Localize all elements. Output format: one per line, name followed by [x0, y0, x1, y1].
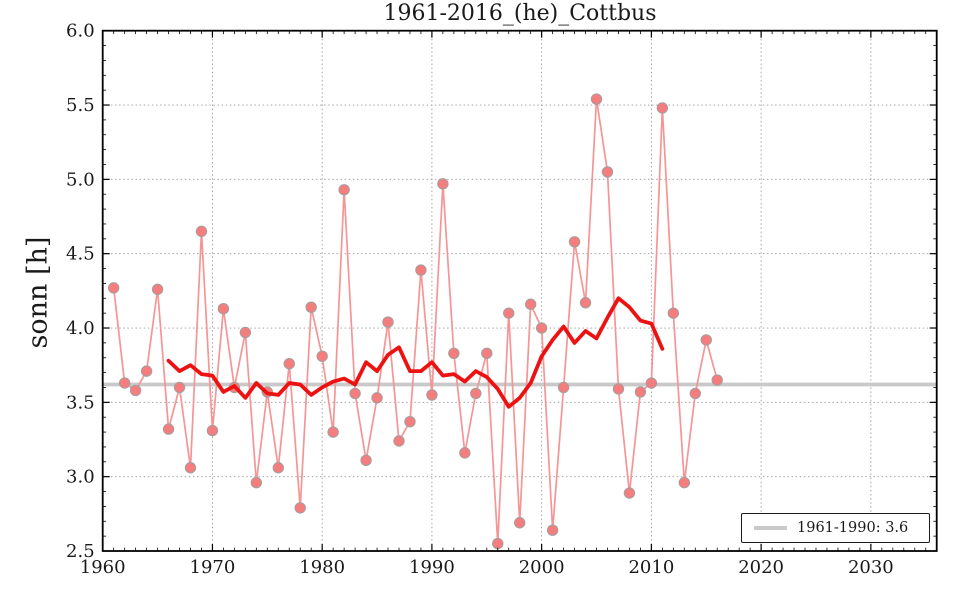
data-point: [129, 384, 142, 397]
y-tick-label: 2.5: [66, 541, 95, 562]
x-tick-label: 1960: [80, 557, 126, 578]
data-point: [283, 357, 295, 370]
data-point: [294, 502, 306, 514]
data-point: [162, 423, 175, 435]
data-point: [338, 184, 350, 196]
data-point: [514, 517, 526, 529]
data-point: [195, 225, 208, 238]
data-point: [503, 307, 515, 319]
data-point: [645, 377, 658, 389]
x-tick-label: 1990: [409, 557, 455, 578]
data-point: [316, 350, 328, 362]
data-point: [360, 454, 372, 467]
data-point: [535, 322, 548, 334]
legend-line-swatch: [754, 526, 787, 530]
data-point: [689, 387, 701, 400]
x-tick-label: 1980: [299, 557, 345, 578]
data-point: [107, 282, 120, 294]
data-point: [568, 236, 581, 248]
data-point: [140, 365, 153, 377]
data-point: [250, 476, 263, 489]
data-point: [667, 307, 680, 319]
data-point: [217, 302, 230, 315]
data-point: [601, 166, 614, 178]
y-tick-label: 5.0: [66, 169, 95, 190]
chart-title: 1961-2016_(he)_Cottbus: [383, 1, 657, 26]
data-point: [481, 347, 493, 359]
legend: 1961-1990: 3.6: [741, 513, 930, 543]
x-tick-label: 2020: [738, 557, 784, 578]
data-point: [524, 298, 537, 310]
data-point: [623, 487, 636, 499]
y-axis-label: sonn [h]: [22, 236, 54, 349]
plot-frame: [101, 29, 938, 552]
y-tick-label: 6.0: [66, 21, 95, 42]
data-point: [546, 524, 559, 536]
data-point: [656, 102, 669, 114]
data-point: [382, 316, 394, 328]
data-point: [173, 381, 186, 394]
annual-series-line: [112, 98, 719, 545]
data-point: [349, 387, 361, 400]
x-tick-label: 2000: [519, 557, 565, 578]
data-point: [579, 297, 592, 309]
data-point: [426, 389, 438, 401]
data-point: [393, 435, 405, 447]
data-point: [448, 347, 460, 359]
data-point: [239, 326, 252, 339]
y-tick-label: 4.0: [66, 318, 95, 339]
data-point: [118, 377, 131, 389]
data-point: [151, 283, 164, 296]
data-point: [305, 301, 317, 313]
data-point: [557, 381, 570, 394]
y-tick-label: 3.0: [66, 467, 95, 488]
data-point: [415, 264, 427, 276]
x-tick-label: 2030: [848, 557, 894, 578]
data-point: [711, 374, 723, 386]
running-mean-line: [166, 296, 665, 409]
y-tick-label: 5.5: [66, 95, 95, 116]
data-point: [437, 178, 449, 190]
data-point: [206, 424, 219, 437]
data-point: [327, 426, 339, 438]
x-tick-label: 1970: [190, 557, 236, 578]
data-point: [184, 462, 197, 474]
data-point: [459, 447, 471, 459]
data-point: [700, 334, 712, 346]
data-point: [612, 383, 625, 395]
data-point: [678, 476, 691, 489]
legend-label: 1961-1990: 3.6: [797, 520, 909, 536]
y-tick-label: 3.5: [66, 392, 95, 413]
data-point: [590, 93, 603, 105]
x-tick-label: 2010: [628, 557, 674, 578]
data-point: [272, 462, 284, 474]
data-point: [404, 415, 416, 428]
data-point: [492, 537, 504, 550]
data-point: [371, 392, 383, 404]
y-tick-label: 4.5: [66, 244, 95, 265]
data-point: [634, 386, 647, 398]
data-point: [470, 387, 482, 400]
